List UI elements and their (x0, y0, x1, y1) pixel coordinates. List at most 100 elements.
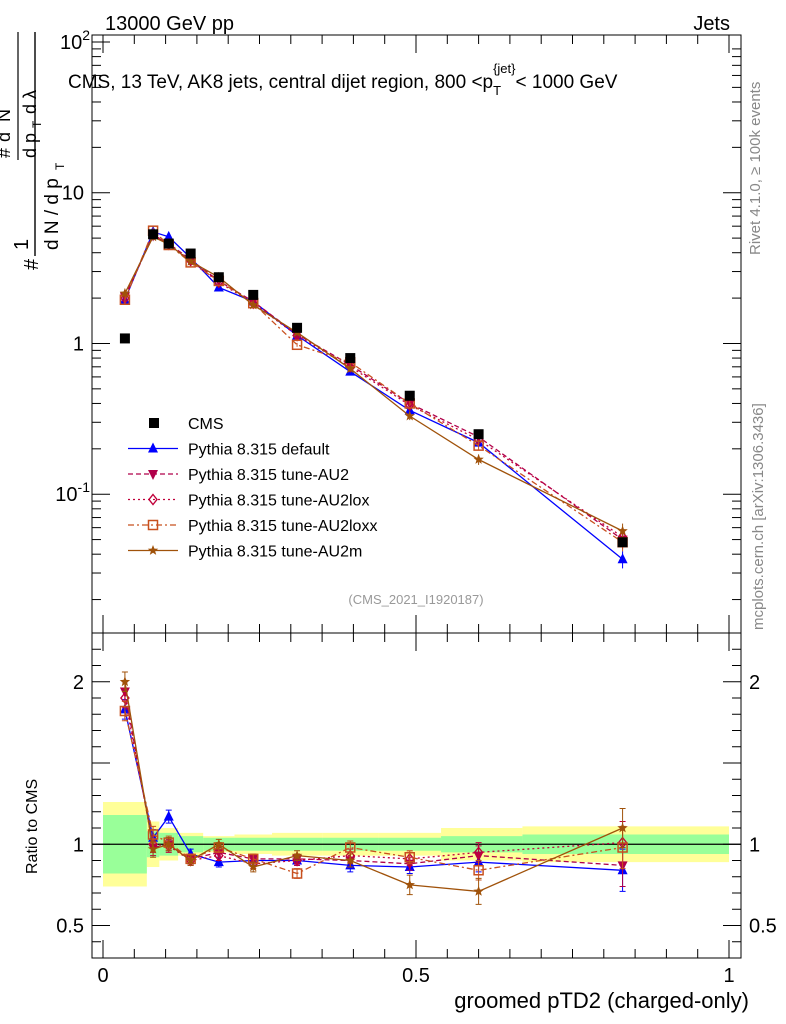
legend-label: Pythia 8.315 tune-AU2m (188, 544, 362, 561)
analysis-tag: (CMS_2021_I1920187) (348, 592, 483, 607)
ratio-y-tick-label: 2 (749, 672, 760, 694)
cms-data-point (345, 353, 356, 364)
ratio-series-point (147, 829, 159, 840)
plot-subtitle: CMS, 13 TeV, AK8 jets, central dijet reg… (68, 61, 618, 98)
main-series-point (404, 410, 415, 421)
legend-label: Pythia 8.315 default (188, 442, 330, 459)
cms-data-point (404, 390, 415, 401)
main-series-line (124, 231, 624, 560)
ratio-series-point (213, 849, 224, 862)
svg-text:T: T (30, 120, 44, 128)
cms-data-point (617, 537, 628, 548)
main-series-point (617, 553, 628, 564)
svg-text:T: T (53, 162, 67, 170)
x-tick-label: 0 (97, 965, 108, 987)
main-series-point (345, 360, 356, 373)
ratio-series-point (345, 842, 356, 853)
ratio-series-point (345, 855, 356, 865)
main-y-tick-label: 10 (62, 183, 84, 205)
x-axis-label: groomed pTD2 (charged-only) (454, 988, 749, 1013)
legend-label: Pythia 8.315 tune-AU2 (188, 467, 349, 484)
ratio-y-tick-label: 1 (73, 834, 84, 856)
main-series-group (119, 225, 628, 569)
svg-text:#: # (21, 258, 43, 270)
legend-marker (147, 519, 159, 531)
ratio-panel-frame (91, 632, 742, 959)
legend-label: Pythia 8.315 tune-AU2loxx (188, 518, 377, 535)
svg-text:1: 1 (11, 239, 33, 250)
subtitle-part-1: CMS, 13 TeV, AK8 jets, central dijet reg… (68, 72, 493, 93)
cms-data-point (148, 229, 159, 240)
ratio-series-point (163, 810, 174, 821)
svg-text:#: # (0, 148, 14, 158)
cms-data-point (163, 238, 174, 249)
ratio-y-tick-label: 2 (73, 672, 84, 694)
ratio-series-point (291, 868, 303, 879)
legend-marker (147, 545, 159, 555)
svg-text:2: 2 (0, 123, 3, 130)
ratio-series-point (404, 852, 415, 863)
ratio-series-point (248, 861, 259, 872)
svg-text:d: d (0, 132, 14, 142)
ratio-series-point (291, 850, 303, 861)
subtitle-sub-t: T (493, 83, 501, 98)
subtitle-part-2: < 1000 GeV (516, 72, 618, 93)
ratio-y-tick-label: 0.5 (56, 916, 84, 938)
ratio-series-point (473, 846, 484, 859)
ratio-series-point (119, 676, 131, 687)
ratio-bands (92, 802, 741, 887)
main-series-point (248, 299, 259, 310)
cms-data-point (213, 272, 224, 283)
svg-text:λ: λ (20, 90, 40, 99)
energy-label: 13000 GeV pp (105, 13, 234, 35)
main-series-point (473, 440, 484, 451)
main-y-tick-label: 10-1 (55, 479, 90, 506)
main-series-point (291, 339, 303, 351)
ratio-series-point (617, 822, 628, 833)
ratio-series-point (473, 865, 484, 876)
legend-label-cms: CMS (188, 416, 224, 433)
ratio-series-point (404, 879, 415, 890)
main-y-axis-label: # 1 d N / d p T # d 2 N d p T d λ (0, 32, 67, 270)
ratio-series-point (213, 838, 224, 849)
jets-label: Jets (693, 13, 730, 35)
main-series-point (617, 525, 628, 536)
ratio-series-point (473, 885, 484, 896)
cms-data-point (473, 429, 484, 440)
subtitle-sup-jet: {jet} (493, 61, 516, 76)
cms-data-point (119, 333, 130, 344)
cms-data-point (292, 322, 303, 333)
ratio-series-group (119, 671, 628, 905)
ratio-series-point (147, 843, 159, 854)
x-tick-label: 0.5 (402, 965, 430, 987)
svg-text:d: d (20, 104, 40, 114)
svg-text:d N / d p: d N / d p (42, 178, 63, 250)
svg-text:d p: d p (20, 133, 40, 158)
x-tick-label: 1 (723, 965, 734, 987)
legend: CMS Pythia 8.315 default Pythia 8.315 tune… (128, 416, 377, 561)
ratio-series-point (185, 855, 196, 865)
ratio-y-tick-label: 1 (749, 834, 760, 856)
main-series-point (119, 287, 131, 298)
ratio-axis-ticks: 2 2 1 1 0.5 0.5 (56, 648, 777, 943)
ratio-series-point (163, 838, 174, 849)
main-y-tick-label: 1 (73, 333, 84, 355)
cms-data-point (185, 248, 196, 259)
main-y-tick-label: 102 (60, 27, 90, 54)
main-series-point (345, 363, 356, 374)
legend-marker-cms (149, 418, 159, 428)
mcplots-label: mcplots.cern.ch [arXiv:1306.3436] (750, 403, 767, 630)
legend-label: Pythia 8.315 tune-AU2lox (188, 493, 369, 510)
legend-marker (148, 493, 158, 506)
main-series-point (473, 454, 484, 464)
ratio-y-axis-label: Ratio to CMS (24, 779, 41, 874)
main-series-point (185, 256, 196, 266)
ratio-y-tick-label: 0.5 (749, 916, 777, 938)
legend-marker (148, 470, 158, 480)
cms-data-point (248, 289, 259, 300)
main-series-point (404, 398, 415, 412)
svg-text:N: N (0, 109, 14, 122)
legend-marker (148, 442, 158, 453)
main-series-point (163, 230, 174, 241)
